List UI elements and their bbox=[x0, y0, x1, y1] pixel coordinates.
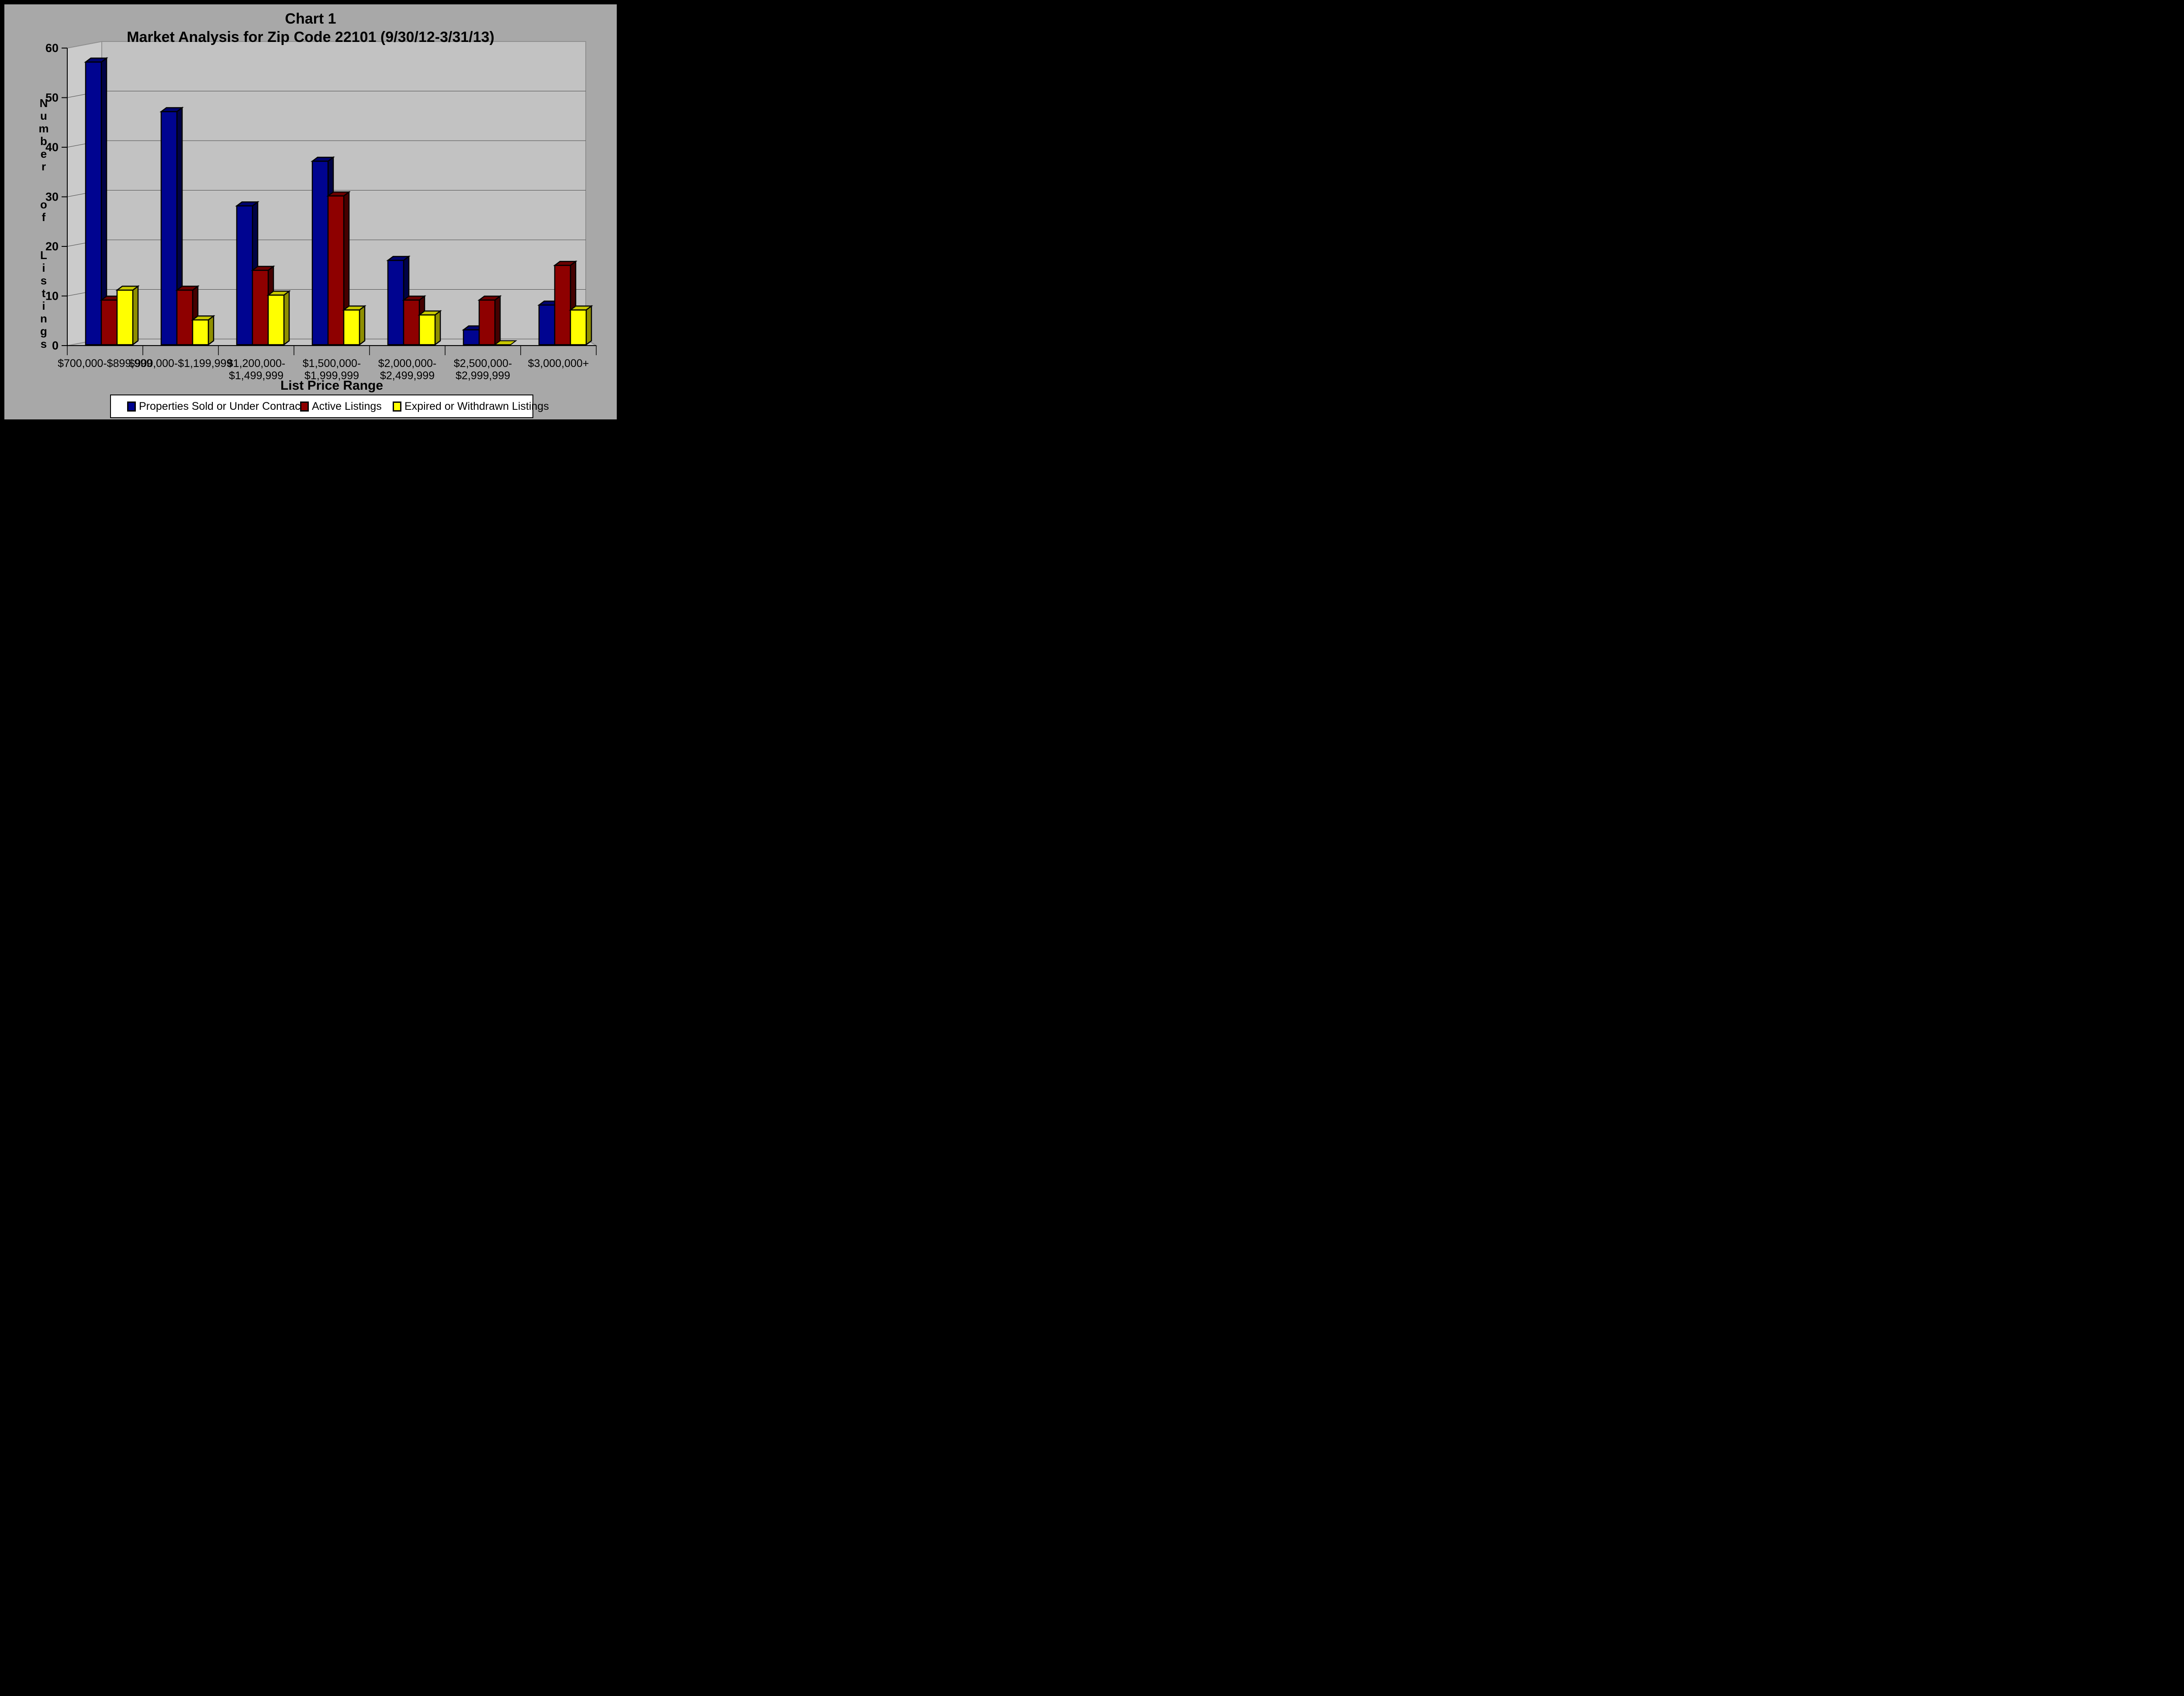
y-axis-title-letter: i bbox=[42, 261, 45, 274]
bar-s1-g3 bbox=[327, 195, 345, 346]
bar-s1-g6 bbox=[554, 265, 571, 346]
legend-item-3: Expired or Withdrawn Listings bbox=[393, 395, 549, 417]
bar-s2-g3-side bbox=[359, 305, 366, 346]
legend-label: Expired or Withdrawn Listings bbox=[404, 400, 549, 412]
bar-s1-g2 bbox=[252, 270, 269, 346]
y-axis-title-letter: s bbox=[41, 337, 47, 350]
chart-window: Chart 1 Market Analysis for Zip Code 221… bbox=[0, 0, 621, 424]
x-category-label: $2,500,000- bbox=[454, 357, 512, 370]
y-axis-title-letter: t bbox=[42, 287, 46, 300]
y-axis-title-letter: o bbox=[40, 198, 47, 211]
bar-s1-g5-side bbox=[494, 295, 501, 346]
chart-canvas: 0 10 20 30 40 50 60 $700,000-$899,999$900,000-$… bbox=[38, 41, 598, 393]
y-axis-title-letter: g bbox=[40, 325, 47, 338]
bar-s1-g0 bbox=[100, 299, 118, 346]
y-axis-title-letter: r bbox=[41, 160, 46, 173]
y-axis-title-letter: N bbox=[40, 97, 48, 110]
bar-s2-g2 bbox=[267, 294, 285, 346]
bar-s1-g1 bbox=[176, 289, 194, 346]
x-category-label: $900,000-$1,199,999 bbox=[129, 357, 233, 370]
x-category-label: $2,499,999 bbox=[380, 370, 435, 382]
bar-s2-g6 bbox=[570, 309, 587, 346]
x-category-label: $1,500,000- bbox=[303, 357, 361, 370]
bar-s0-g6 bbox=[538, 304, 556, 346]
legend-swatch-icon bbox=[393, 401, 401, 412]
bar-s0-g3 bbox=[311, 160, 329, 346]
x-category-label: $2,000,000- bbox=[378, 357, 436, 370]
bar-s2-g0-side bbox=[132, 285, 139, 346]
bar-s0-g5 bbox=[463, 329, 480, 346]
x-category-label: $3,000,000+ bbox=[528, 357, 589, 370]
y-tick-label: 0 bbox=[52, 339, 59, 352]
x-category-label: $2,999,999 bbox=[456, 370, 510, 382]
x-category-label: $1,499,999 bbox=[229, 370, 283, 382]
bar-s1-g4 bbox=[403, 299, 420, 346]
bar-s0-g4 bbox=[387, 260, 404, 346]
y-axis-title-letter: L bbox=[40, 249, 47, 262]
bar-s2-g6-side bbox=[585, 305, 592, 346]
legend-label: Properties Sold or Under Contract bbox=[139, 400, 304, 412]
bar-s2-g0 bbox=[116, 289, 134, 346]
y-axis-title-letter: n bbox=[40, 312, 47, 325]
bar-s2-g4 bbox=[418, 314, 436, 346]
bar-s2-g4-side bbox=[434, 310, 441, 346]
bar-s1-g5 bbox=[478, 299, 496, 346]
legend-swatch-icon bbox=[300, 401, 309, 412]
x-category-label: $1,999,999 bbox=[304, 370, 359, 382]
y-axis-title-letter: s bbox=[41, 274, 47, 287]
bar-s0-g1 bbox=[160, 111, 178, 346]
y-axis-title-letter: f bbox=[42, 211, 46, 224]
bar-s0-g2 bbox=[236, 205, 253, 346]
legend-item-1: Properties Sold or Under Contract bbox=[127, 395, 304, 417]
y-axis-title-letter: b bbox=[40, 135, 47, 148]
y-axis-title-letter: e bbox=[41, 147, 47, 160]
x-category-label: $700,000-$899,999 bbox=[58, 357, 152, 370]
y-tick-label: 40 bbox=[45, 141, 59, 154]
legend-item-2: Active Listings bbox=[300, 395, 382, 417]
bar-s2-g1-side bbox=[207, 315, 214, 346]
legend: Properties Sold or Under Contract Active … bbox=[110, 395, 549, 418]
bar-s2-g5-flat bbox=[494, 340, 517, 345]
chart-title-line1: Chart 1 bbox=[285, 10, 336, 27]
bar-s0-g0 bbox=[85, 61, 102, 346]
y-axis-title-letter: u bbox=[40, 109, 47, 122]
x-category-label: $1,200,000- bbox=[227, 357, 285, 370]
chart-title-line2: Market Analysis for Zip Code 22101 (9/30… bbox=[127, 29, 494, 45]
bar-s2-g2-side bbox=[283, 290, 290, 346]
legend-swatch-icon bbox=[127, 401, 136, 412]
y-tick-label: 50 bbox=[45, 91, 59, 104]
bar-s2-g1 bbox=[192, 319, 209, 346]
y-tick-label: 30 bbox=[45, 190, 59, 204]
y-tick-label: 60 bbox=[45, 42, 59, 55]
y-tick-label: 20 bbox=[45, 240, 59, 253]
y-axis-title-letter: m bbox=[38, 122, 48, 135]
x-axis-title: List Price Range bbox=[280, 378, 383, 393]
bar-s2-g3 bbox=[343, 309, 360, 346]
y-tick-label: 10 bbox=[45, 290, 59, 303]
y-axis-title-letter: i bbox=[42, 299, 45, 312]
legend-label: Active Listings bbox=[312, 400, 382, 412]
chart-title: Chart 1 Market Analysis for Zip Code 221… bbox=[0, 10, 621, 46]
